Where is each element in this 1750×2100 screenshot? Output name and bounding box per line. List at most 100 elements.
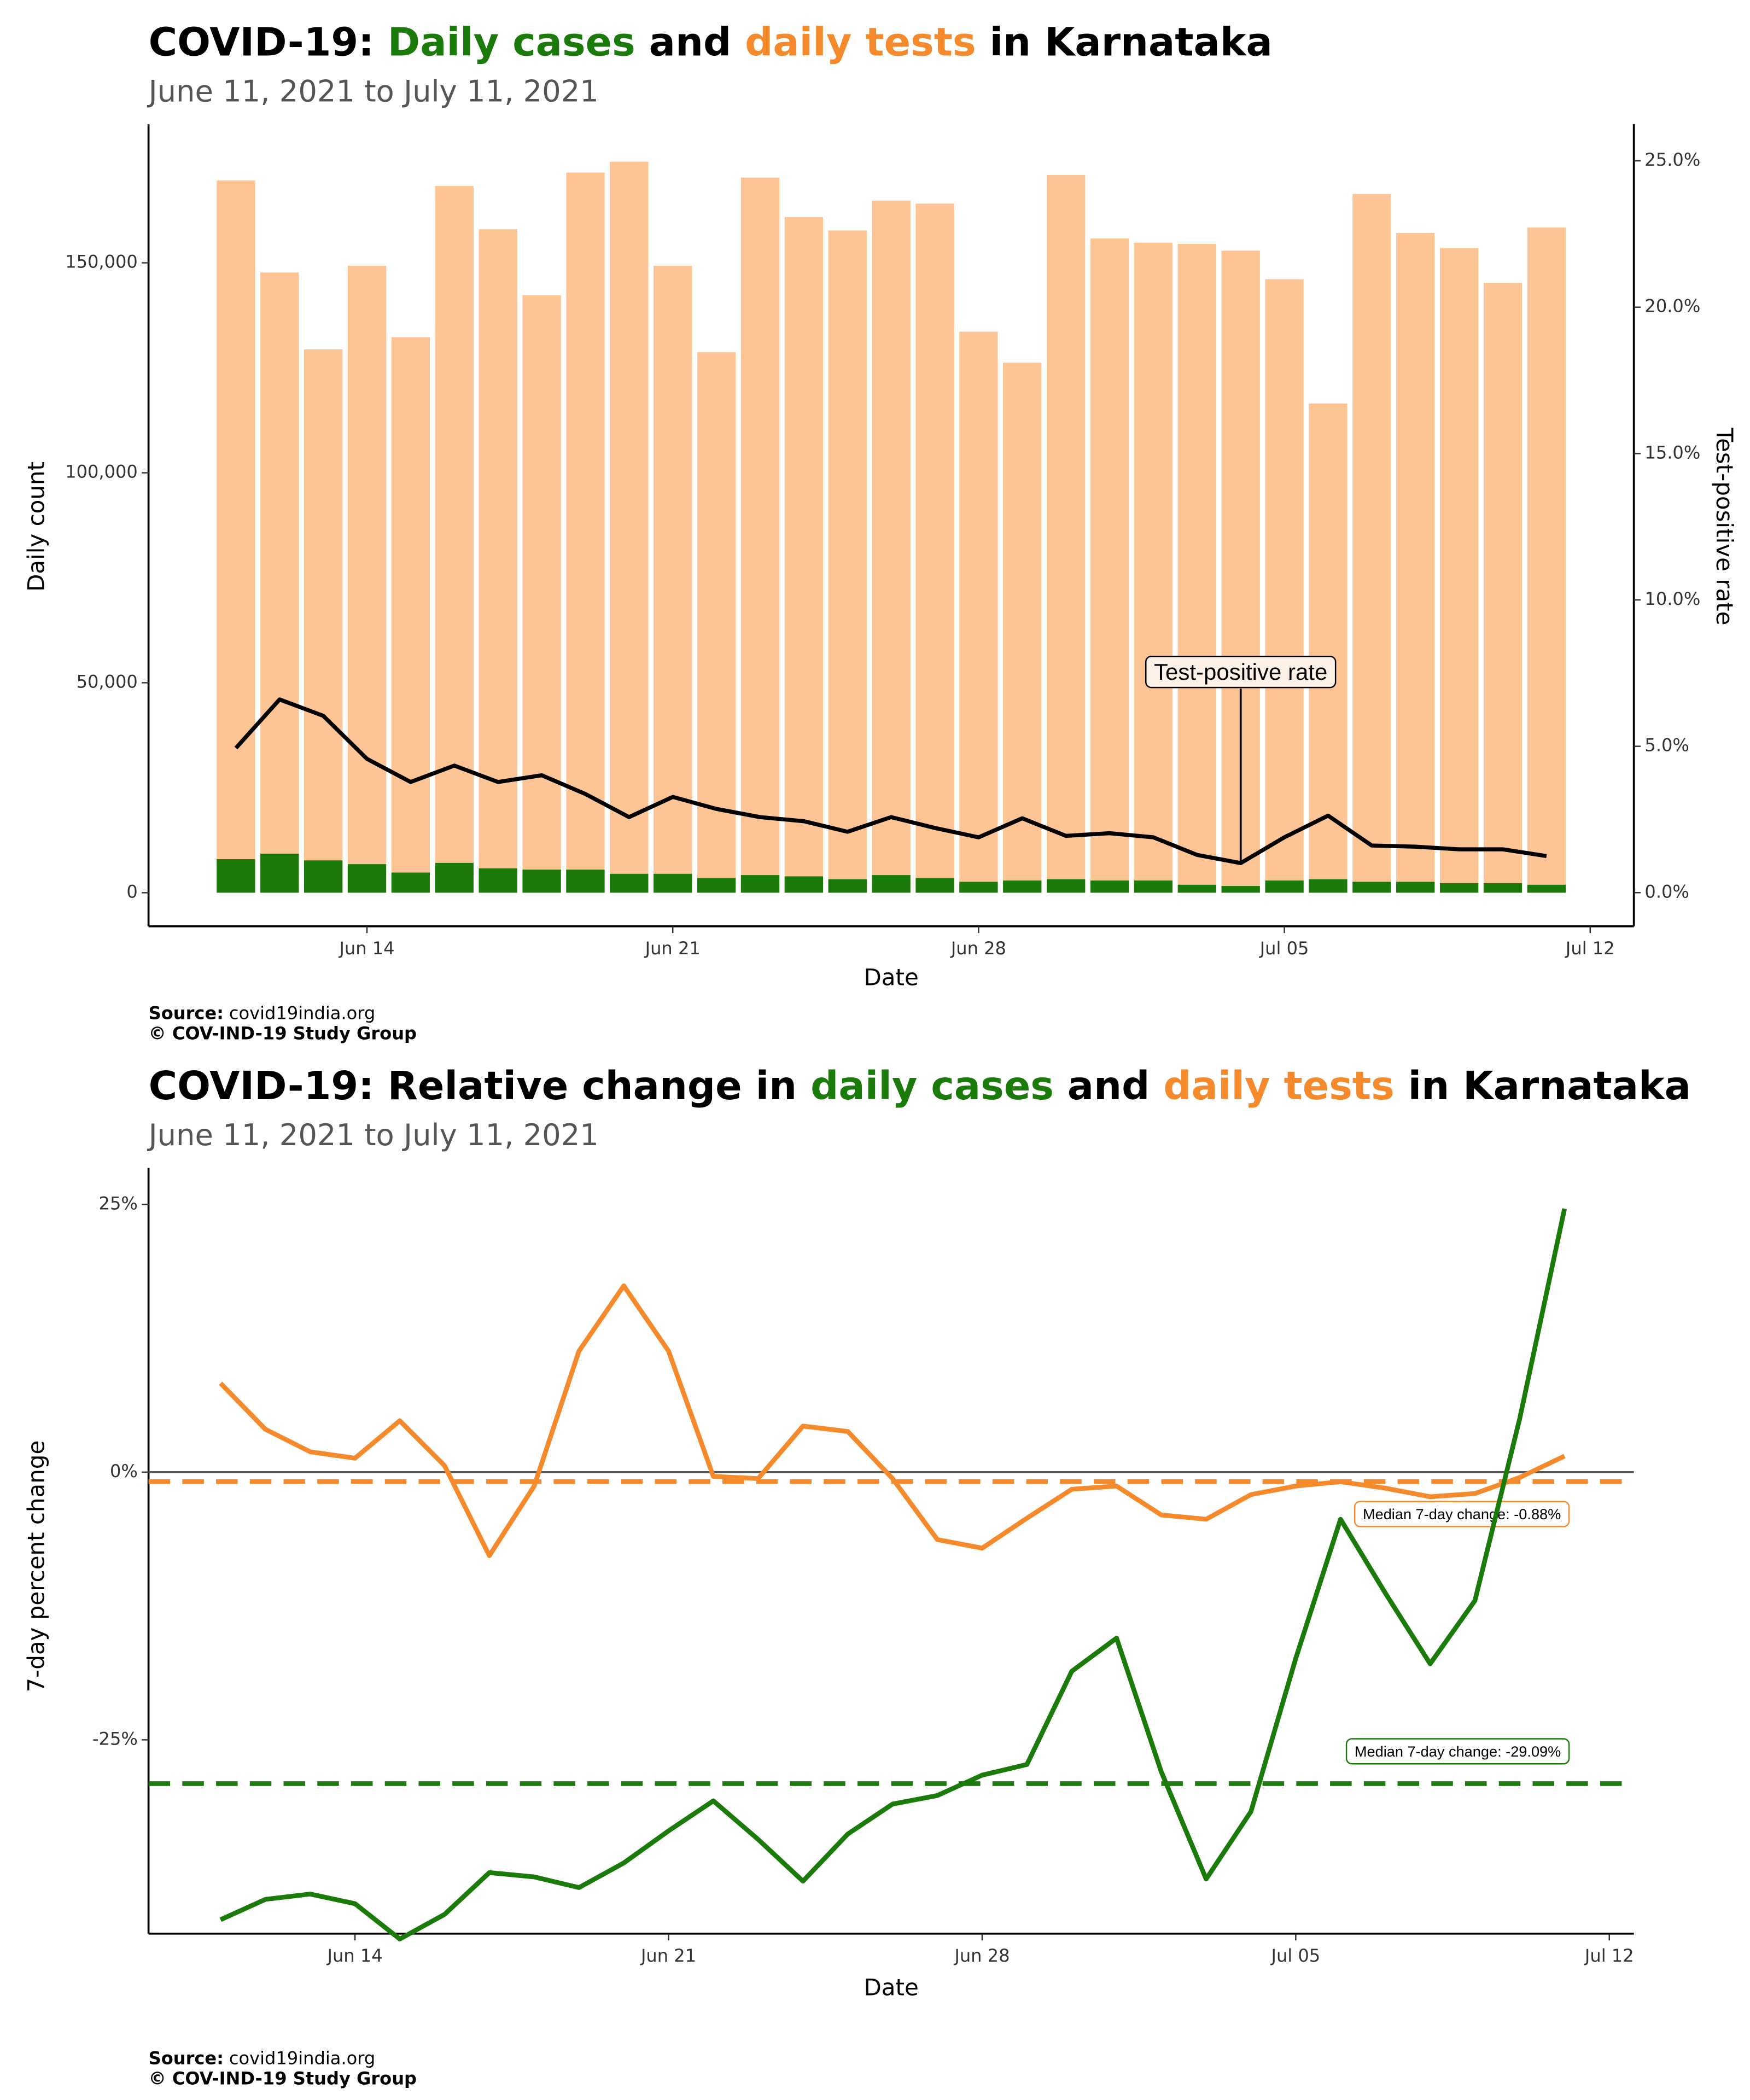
- bar: [654, 873, 692, 893]
- bar: [1527, 228, 1566, 893]
- credit: © COV-IND-19 Study Group: [149, 2068, 417, 2089]
- bar: [872, 875, 911, 893]
- y-tick-label: 0%: [110, 1461, 138, 1481]
- title-part: daily tests: [1163, 1063, 1394, 1109]
- source-label: Source:: [149, 2048, 224, 2068]
- bar: [828, 879, 867, 893]
- bar: [435, 186, 474, 893]
- source-text: covid19india.org: [229, 2048, 375, 2068]
- x-axis-label: Date: [864, 964, 918, 991]
- bar: [1134, 242, 1173, 893]
- y-tick-label: -25%: [92, 1728, 138, 1749]
- bar: [1396, 233, 1435, 893]
- bar: [1309, 879, 1348, 893]
- bar: [1177, 244, 1216, 893]
- bar: [1003, 880, 1042, 893]
- bar: [1090, 238, 1129, 893]
- x-tick-label: Jul 05: [1259, 938, 1309, 959]
- bar: [1047, 175, 1086, 893]
- x-tick-label: Jul 05: [1270, 1945, 1320, 1966]
- bar: [654, 265, 692, 893]
- bar: [1134, 880, 1173, 893]
- bar: [479, 229, 517, 893]
- title-part: and: [1054, 1063, 1163, 1109]
- title-part: in Karnataka: [976, 19, 1273, 65]
- bar: [304, 860, 343, 893]
- bar: [566, 172, 605, 893]
- bar: [1309, 403, 1348, 893]
- x-tick-label: Jun 14: [326, 1945, 383, 1966]
- x-tick-label: Jun 28: [953, 1945, 1010, 1966]
- median-label-box: [1345, 1738, 1570, 1765]
- y-axis-label: 7-day percent change: [23, 1440, 50, 1693]
- bar: [1265, 279, 1304, 893]
- y-tick-label: 100,000: [65, 462, 138, 482]
- bar: [697, 878, 736, 893]
- annotation-box: [1145, 656, 1337, 689]
- bar: [915, 203, 954, 893]
- bar: [260, 272, 299, 893]
- y-tick-label: 0: [126, 881, 137, 902]
- bar: [784, 217, 824, 893]
- bar: [610, 161, 649, 893]
- title-part: COVID-19: Relative change in: [149, 1063, 811, 1109]
- y2-tick-label: 25.0%: [1644, 149, 1700, 170]
- y-tick-label: 25%: [99, 1193, 138, 1214]
- bar: [522, 295, 561, 893]
- source-label: Source:: [149, 1002, 224, 1023]
- median-label: Median 7-day change: -0.88%: [1363, 1506, 1561, 1522]
- x-tick-label: Jul 12: [1584, 1945, 1634, 1966]
- bar: [217, 180, 255, 893]
- bar: [1352, 194, 1391, 893]
- bar: [1483, 283, 1522, 893]
- y2-tick-label: 20.0%: [1644, 296, 1700, 317]
- bar: [347, 265, 387, 893]
- chart-subtitle: June 11, 2021 to July 11, 2021: [147, 1118, 599, 1152]
- bar: [347, 864, 387, 893]
- bar: [1352, 882, 1391, 893]
- median-label-box: [1354, 1501, 1570, 1527]
- bar: [959, 882, 998, 893]
- y2-tick-label: 15.0%: [1644, 442, 1700, 463]
- title-part: Daily cases: [388, 19, 635, 65]
- credit: © COV-IND-19 Study Group: [149, 1023, 417, 1043]
- bar: [522, 870, 561, 893]
- bar: [217, 859, 255, 893]
- median-label: Median 7-day change: -29.09%: [1355, 1743, 1561, 1760]
- bar: [1047, 879, 1086, 893]
- x-tick-label: Jun 21: [644, 938, 701, 959]
- bar: [566, 870, 605, 893]
- bar: [435, 862, 474, 893]
- x-tick-label: Jun 21: [640, 1945, 696, 1966]
- bar: [479, 868, 517, 893]
- x-tick-label: Jun 14: [338, 938, 394, 959]
- y-axis-label: Daily count: [23, 462, 50, 592]
- bar: [740, 875, 780, 893]
- bar: [828, 230, 867, 893]
- title-part: COVID-19:: [149, 19, 388, 65]
- bar: [1527, 884, 1566, 893]
- x-tick-label: Jun 28: [950, 938, 1006, 959]
- bar: [1003, 363, 1042, 893]
- y2-axis-label: Test-positive rate: [1711, 427, 1738, 625]
- y-tick-label: 50,000: [77, 671, 138, 692]
- bar: [697, 352, 736, 893]
- bar: [740, 177, 780, 893]
- y2-tick-label: 5.0%: [1644, 735, 1689, 756]
- source-text: covid19india.org: [229, 1002, 375, 1023]
- x-tick-label: Jul 12: [1565, 938, 1615, 959]
- bar: [260, 853, 299, 893]
- source: Source: covid19india.org: [149, 1002, 376, 1023]
- bar: [391, 872, 430, 893]
- y2-tick-label: 10.0%: [1644, 588, 1700, 609]
- bar: [1396, 882, 1435, 893]
- x-axis-label: Date: [864, 1974, 918, 2001]
- y-tick-label: 150,000: [65, 252, 138, 272]
- bar: [1439, 248, 1479, 893]
- source: Source: covid19india.org: [149, 2048, 376, 2068]
- title-part: daily tests: [745, 19, 976, 65]
- bar: [959, 331, 998, 893]
- bar: [872, 200, 911, 893]
